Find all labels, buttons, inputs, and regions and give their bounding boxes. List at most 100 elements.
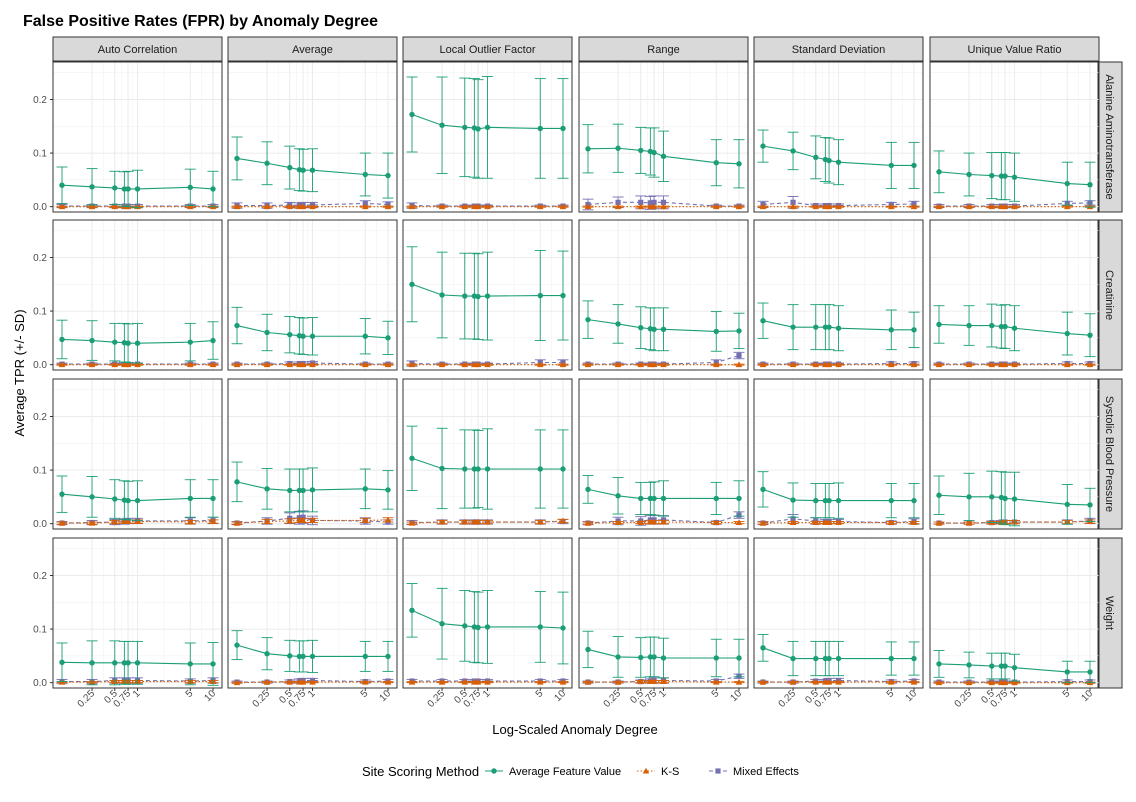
data-point	[936, 492, 942, 498]
data-point	[910, 361, 918, 368]
data-point	[615, 493, 621, 499]
data-point	[234, 322, 240, 329]
data-point	[309, 487, 316, 493]
facet-panel: 0.25 0.50.751 5 10	[402, 537, 573, 710]
data-point	[1011, 174, 1018, 180]
data-point	[911, 497, 917, 504]
panel-border	[52, 378, 223, 530]
data-point	[58, 519, 66, 526]
series-1	[406, 517, 569, 526]
data-point	[384, 203, 392, 210]
data-point	[233, 519, 241, 526]
data-point	[300, 487, 306, 494]
data-point	[1002, 663, 1008, 669]
facet-panel: 0.0 0.1 0.2	[33, 61, 223, 213]
data-point	[112, 185, 118, 191]
data-point	[789, 519, 797, 526]
series-0	[933, 650, 1096, 684]
data-point	[361, 678, 369, 685]
data-point	[759, 203, 767, 210]
data-point	[812, 361, 820, 368]
facet-panel	[578, 61, 749, 213]
series-0	[231, 136, 394, 199]
data-point	[559, 678, 567, 685]
data-point	[187, 339, 193, 345]
data-point	[910, 519, 918, 526]
data-point	[536, 678, 544, 685]
x-tick-label: 1	[832, 688, 844, 700]
data-point	[637, 678, 645, 685]
data-point	[615, 321, 621, 327]
data-point	[615, 145, 621, 151]
x-tick-label: 10	[377, 688, 393, 704]
data-point	[835, 361, 842, 368]
series-0	[933, 150, 1096, 208]
data-point	[1087, 181, 1093, 188]
data-point	[1001, 361, 1009, 368]
data-point	[233, 361, 241, 368]
data-point	[1011, 361, 1018, 368]
facet-label-column: Range	[647, 44, 679, 56]
x-tick-label: 10	[552, 688, 568, 704]
data-point	[484, 361, 491, 368]
data-point	[134, 186, 141, 192]
legend-key-marker	[642, 767, 650, 774]
data-point	[887, 361, 895, 368]
data-point	[835, 325, 842, 331]
data-point	[287, 164, 293, 171]
data-point	[989, 663, 995, 669]
data-point	[660, 203, 667, 210]
data-point	[408, 361, 416, 368]
data-point	[736, 352, 742, 359]
x-tick-label: 0.25	[76, 688, 98, 710]
data-point	[461, 361, 469, 368]
facet-panel	[227, 61, 398, 213]
data-point	[790, 199, 796, 205]
series-1	[231, 516, 394, 526]
data-point	[660, 361, 667, 368]
legend-label: Mixed Effects	[733, 766, 799, 778]
data-point	[736, 161, 742, 167]
series-0	[56, 166, 219, 209]
facet-panel	[578, 219, 749, 371]
data-point	[134, 660, 141, 666]
series-0	[582, 300, 745, 352]
facet-panel	[227, 219, 398, 371]
facet-panel: 0.00.10.20.25 0.50.751 5 10	[33, 537, 223, 710]
data-point	[536, 361, 544, 368]
series-1	[406, 203, 569, 210]
data-point	[651, 149, 657, 156]
data-point	[1002, 323, 1008, 330]
series-1	[582, 518, 745, 526]
data-point	[1011, 325, 1018, 331]
data-point	[309, 678, 316, 685]
data-point	[813, 497, 819, 504]
facet-panel	[753, 61, 924, 213]
legend-key-marker	[715, 768, 721, 774]
x-tick-label: 5	[1061, 688, 1073, 700]
data-point	[638, 147, 644, 154]
facet-strip-column	[929, 36, 1100, 62]
data-point	[264, 160, 270, 166]
data-point	[1086, 361, 1094, 368]
data-point	[309, 517, 316, 523]
data-point	[385, 487, 391, 493]
series-1	[231, 203, 394, 210]
data-point	[300, 167, 306, 173]
data-point	[484, 203, 491, 210]
x-tick-label: 10	[728, 688, 744, 704]
x-tick-label: 1	[131, 688, 143, 700]
y-tick-label: 0.0	[33, 202, 47, 213]
data-point	[263, 518, 271, 524]
data-point	[1064, 669, 1070, 675]
data-point	[1064, 330, 1070, 337]
panel-border	[753, 61, 924, 213]
data-point	[309, 167, 316, 173]
data-point	[789, 678, 797, 685]
y-tick-label: 0.0	[33, 519, 47, 530]
series-0	[757, 129, 920, 189]
data-point	[965, 519, 973, 526]
data-point	[59, 182, 65, 188]
data-point	[299, 678, 307, 685]
data-point	[89, 337, 95, 344]
